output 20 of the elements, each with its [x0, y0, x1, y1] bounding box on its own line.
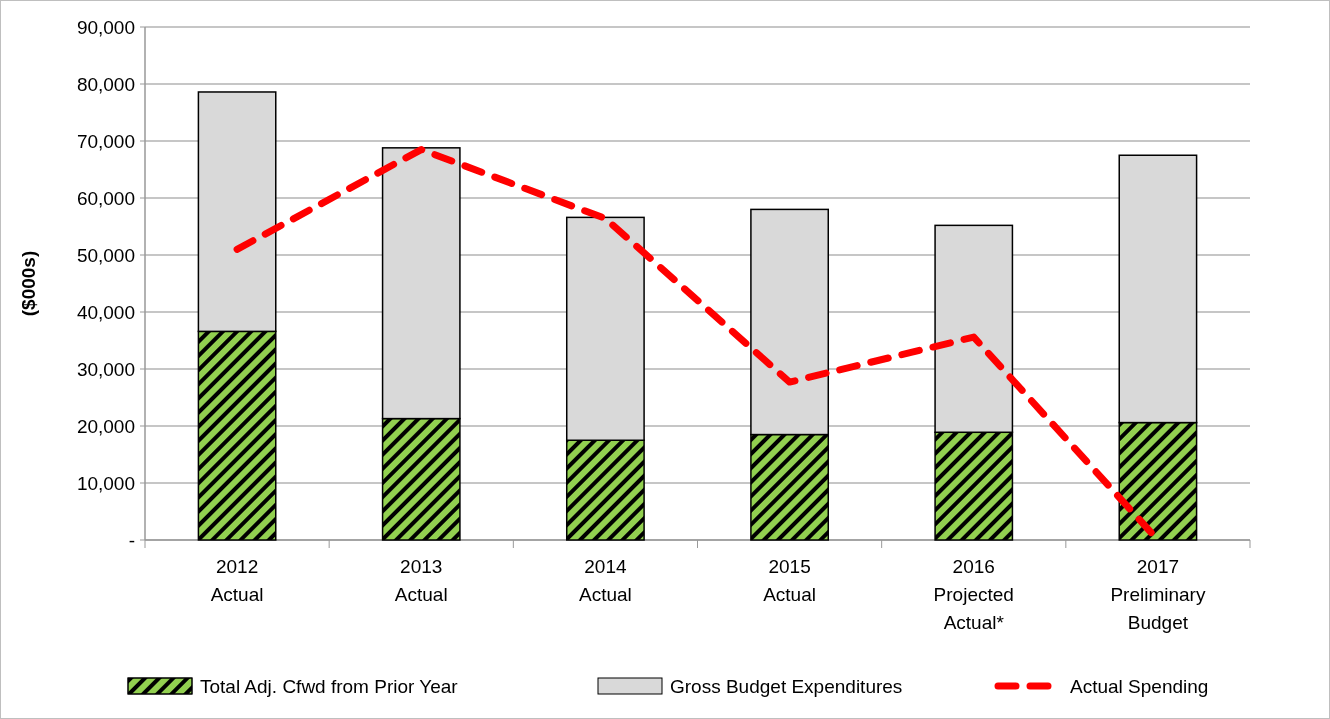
legend-label: Actual Spending: [1070, 675, 1209, 697]
y-tick-label: 30,000: [76, 358, 135, 380]
x-tick-label: 2014 Actual: [579, 556, 632, 605]
x-tick-label: 2013 Actual: [394, 556, 448, 605]
y-tick-label: 50,000: [76, 244, 135, 266]
x-tick-label: 2015 Actual: [763, 556, 816, 605]
y-tick-label: 20,000: [76, 415, 135, 437]
y-tick-label: 80,000: [76, 73, 135, 95]
y-axis-title: ($000s): [18, 250, 39, 317]
y-tick-label: 40,000: [76, 301, 135, 323]
x-tick-label: 2012 Actual: [210, 556, 264, 605]
y-tick-label: 10,000: [76, 472, 135, 494]
y-tick-label: 90,000: [76, 16, 135, 38]
y-tick-label: -: [128, 529, 135, 551]
y-tick-label: 70,000: [76, 130, 135, 152]
x-tick-label: 2017 Preliminary Budget: [1110, 556, 1206, 633]
legend-label: Gross Budget Expenditures: [670, 675, 903, 697]
x-tick-label: 2016 Projected Actual*: [933, 556, 1014, 633]
y-tick-label: 60,000: [76, 187, 135, 209]
legend-label: Total Adj. Cfwd from Prior Year: [200, 675, 459, 697]
